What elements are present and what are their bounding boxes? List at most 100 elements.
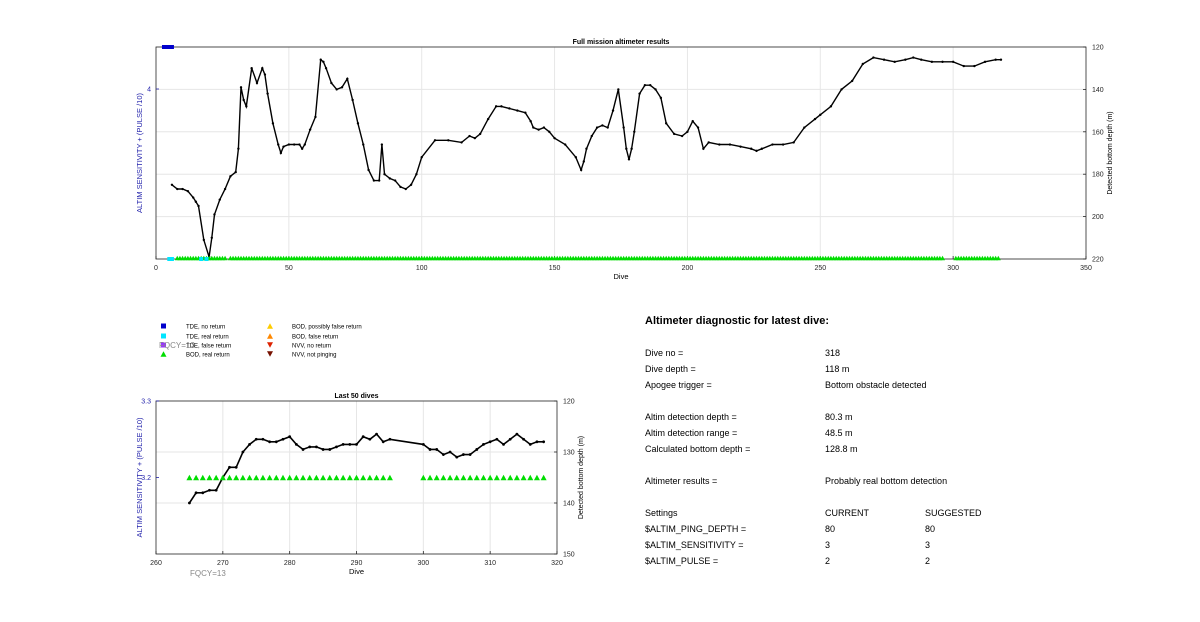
depth-point bbox=[718, 143, 721, 146]
diag-row-detection-range: Altim detection range = 48.5 m bbox=[645, 428, 1185, 440]
depth-point bbox=[951, 60, 955, 64]
diag-value: 118 m bbox=[825, 364, 850, 374]
depth-point bbox=[654, 88, 657, 91]
legend-marker-triangle-down bbox=[267, 342, 273, 348]
depth-point bbox=[274, 440, 278, 444]
depth-point bbox=[696, 126, 700, 129]
depth-point bbox=[237, 147, 240, 150]
bod-real-return-marker bbox=[380, 474, 387, 481]
bod-real-return-marker bbox=[259, 474, 266, 481]
depth-point bbox=[994, 58, 997, 61]
depth-point bbox=[482, 442, 485, 446]
bod-real-return-marker bbox=[447, 474, 454, 481]
depth-point bbox=[435, 448, 439, 451]
depth-point bbox=[524, 111, 527, 114]
y2-tick-label: 120 bbox=[563, 399, 575, 406]
depth-point bbox=[962, 64, 965, 68]
depth-point bbox=[529, 120, 532, 123]
x-tick-label: 150 bbox=[549, 265, 561, 272]
bod-real-return-marker bbox=[366, 474, 373, 481]
depth-point bbox=[322, 60, 325, 64]
setting-current: 80 bbox=[825, 524, 836, 534]
depth-point bbox=[210, 236, 213, 239]
x-tick-label: 300 bbox=[417, 560, 429, 567]
setting-suggested: 80 bbox=[925, 524, 936, 534]
legend-label: TDE, no return bbox=[186, 325, 225, 331]
bod-real-return-marker bbox=[487, 474, 494, 481]
legend-label: BOD, possibly false return bbox=[292, 325, 362, 331]
setting-current: 2 bbox=[825, 556, 831, 566]
depth-point bbox=[428, 448, 432, 451]
depth-point bbox=[234, 170, 237, 174]
depth-point bbox=[792, 141, 795, 144]
depth-point bbox=[508, 107, 511, 110]
diag-value: 128.8 m bbox=[825, 444, 858, 454]
depth-point bbox=[441, 453, 445, 456]
y2-tick-label: 200 bbox=[1092, 214, 1104, 221]
setting-current: 3 bbox=[825, 540, 831, 550]
depth-point bbox=[263, 73, 267, 76]
depth-point bbox=[840, 88, 843, 91]
depth-point bbox=[502, 442, 505, 446]
bod-real-return-marker bbox=[279, 474, 286, 481]
depth-point bbox=[300, 147, 304, 150]
y2-tick-label: 220 bbox=[1092, 257, 1104, 264]
x-tick-label: 350 bbox=[1080, 265, 1092, 272]
depth-point bbox=[819, 113, 822, 117]
x-tick-label: 260 bbox=[150, 560, 162, 567]
depth-point bbox=[475, 448, 479, 451]
diag-row-altimeter-results: Altimeter results = Probably real bottom… bbox=[645, 476, 1185, 488]
x-tick-label: 100 bbox=[416, 265, 428, 272]
depth-point bbox=[622, 126, 625, 129]
depth-point bbox=[218, 198, 221, 201]
depth-point bbox=[298, 143, 301, 146]
depth-point bbox=[462, 453, 465, 456]
depth-point bbox=[301, 448, 305, 451]
diag-row-detection-depth: Altim detection depth = 80.3 m bbox=[645, 412, 1185, 424]
depth-point bbox=[294, 442, 298, 446]
depth-point bbox=[625, 147, 628, 150]
depth-point bbox=[664, 122, 668, 125]
y2-tick-label: 160 bbox=[1092, 129, 1104, 136]
depth-point bbox=[912, 56, 915, 59]
depth-point bbox=[627, 158, 631, 161]
depth-point bbox=[595, 126, 599, 129]
legend-label: BOD, false return bbox=[292, 335, 338, 341]
depth-point bbox=[351, 98, 354, 102]
bod-real-return-marker bbox=[219, 474, 226, 481]
bod-real-return-marker bbox=[433, 474, 440, 481]
depth-point bbox=[181, 187, 184, 191]
depth-point bbox=[315, 445, 318, 449]
y2-tick-label: 180 bbox=[1092, 172, 1104, 179]
depth-point bbox=[362, 143, 365, 146]
y2-tick-label: 120 bbox=[1092, 45, 1104, 52]
bod-real-return-marker bbox=[540, 474, 547, 481]
depth-point bbox=[328, 448, 332, 451]
bod-real-return-marker bbox=[300, 474, 307, 481]
depth-point bbox=[188, 501, 191, 505]
tde-no-return-marker bbox=[167, 45, 172, 49]
bod-real-return-marker bbox=[346, 474, 353, 481]
depth-point bbox=[590, 134, 593, 138]
depth-point bbox=[241, 450, 245, 454]
depth-point bbox=[508, 437, 512, 441]
setting-name: $ALTIM_PULSE = bbox=[645, 556, 719, 566]
legend-label: TDE, false return bbox=[186, 344, 231, 350]
depth-point bbox=[292, 143, 296, 146]
depth-point bbox=[553, 136, 556, 140]
depth-point bbox=[535, 440, 539, 444]
depth-point bbox=[288, 435, 292, 439]
depth-point bbox=[686, 130, 689, 133]
tde-no-return-marker bbox=[164, 45, 169, 49]
depth-point bbox=[448, 450, 452, 454]
depth-point bbox=[242, 98, 245, 102]
depth-point bbox=[346, 77, 349, 81]
fqcy-annotation: FQCY=13 bbox=[190, 569, 226, 578]
depth-point bbox=[495, 437, 499, 441]
bod-real-return-marker bbox=[467, 474, 474, 481]
depth-point bbox=[314, 115, 317, 119]
depth-point bbox=[478, 132, 482, 136]
diag-value: 318 bbox=[825, 348, 841, 358]
bod-real-return-marker bbox=[507, 474, 514, 481]
